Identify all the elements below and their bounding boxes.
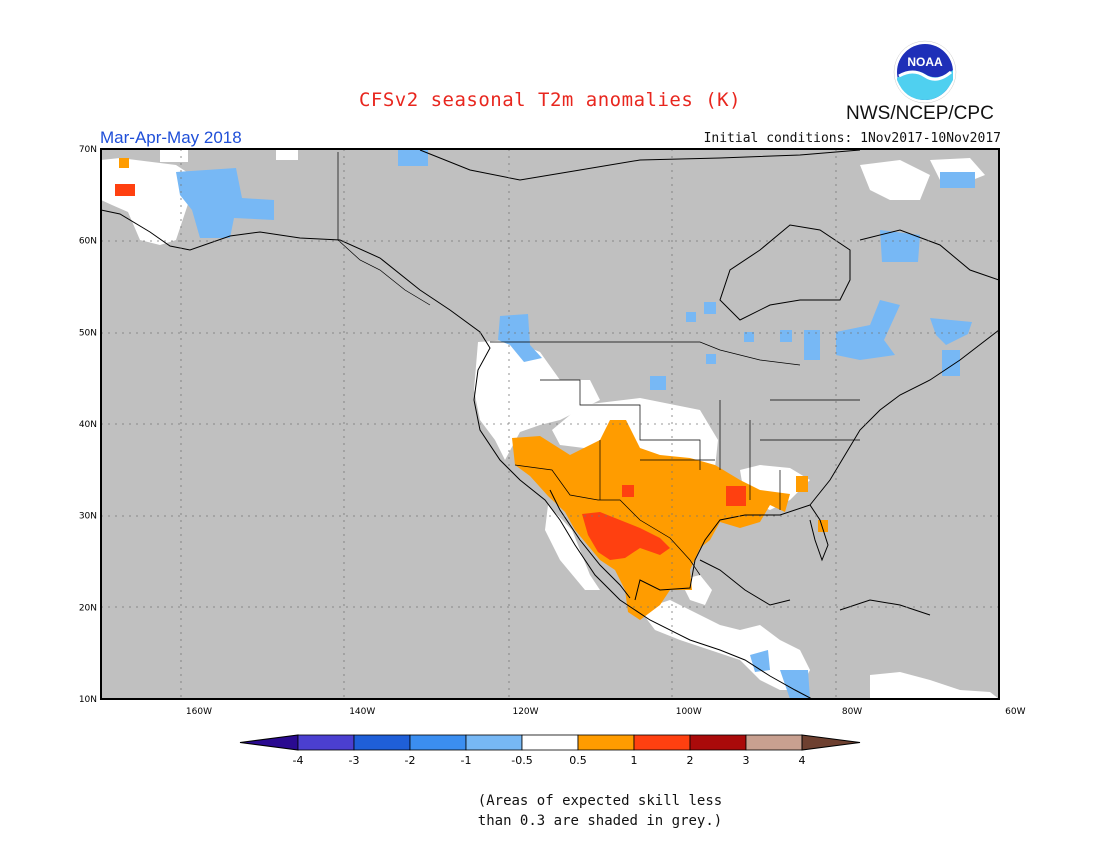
skill-note-line: (Areas of expected skill less — [477, 793, 723, 809]
longitude-tick-label: 120W — [512, 707, 538, 717]
strong-warm-anomaly-areas — [115, 184, 746, 560]
latitude-tick-label: 40N — [79, 420, 97, 430]
noaa-logo: NOAA — [893, 40, 957, 104]
forecast-period: Mar-Apr-May 2018 — [100, 128, 242, 147]
colorbar-swatch — [745, 734, 803, 751]
colorbar-swatch — [297, 734, 355, 751]
latitude-tick-label: 10N — [79, 695, 97, 705]
longitude-tick-label: 140W — [349, 707, 375, 717]
latitude-tick-label: 20N — [79, 603, 97, 613]
latitude-tick-label: 60N — [79, 237, 97, 247]
colorbar-swatch — [689, 734, 747, 751]
colorbar-tick-label: -0.5 — [511, 754, 532, 767]
colorbar-swatch — [353, 734, 411, 751]
colorbar-tick-label: 1 — [631, 754, 638, 767]
graticule — [101, 149, 999, 699]
colorbar-swatch — [577, 734, 635, 751]
colorbar-tick-label: -1 — [461, 754, 472, 767]
skill-note: (Areas of expected skill less than 0.3 a… — [470, 791, 730, 831]
colorbar-swatch — [521, 734, 579, 751]
longitude-tick-label: 80W — [842, 707, 862, 717]
colorbar-tick-label: -2 — [405, 754, 416, 767]
colorbar-tick-label: 0.5 — [569, 754, 587, 767]
colorbar-tick-label: 4 — [799, 754, 806, 767]
colorbar-swatch — [465, 734, 523, 751]
coastlines — [101, 149, 999, 699]
colorbar-swatch — [409, 734, 467, 751]
political-borders — [337, 152, 860, 576]
colorbar-tick-label: -4 — [293, 754, 304, 767]
colorbar-tick-label: -3 — [349, 754, 360, 767]
map-frame — [100, 148, 1000, 700]
initial-conditions: Initial conditions: 1Nov2017-10Nov2017 — [703, 131, 1001, 146]
noaa-logo-text: NOAA — [907, 55, 943, 69]
colorbar-swatch — [633, 734, 691, 751]
warm-anomaly-areas — [119, 158, 828, 620]
colorbar-tick-label: 2 — [687, 754, 694, 767]
map-title: CFSv2 seasonal T2m anomalies (K) — [358, 89, 742, 111]
longitude-tick-label: 100W — [676, 707, 702, 717]
latitude-tick-label: 30N — [79, 512, 97, 522]
latitude-labels: 70N 60N 50N 40N 30N 20N 10N — [79, 145, 97, 705]
skill-note-line: than 0.3 are shaded in grey.) — [477, 813, 723, 829]
colorbar-tick-label: 3 — [743, 754, 750, 767]
longitude-labels: 160W 140W 120W 100W 80W 60W — [186, 707, 1026, 717]
longitude-tick-label: 60W — [1005, 707, 1025, 717]
anomaly-shading — [101, 150, 999, 699]
longitude-tick-label: 160W — [186, 707, 212, 717]
latitude-tick-label: 50N — [79, 328, 97, 338]
latitude-tick-label: 70N — [79, 145, 97, 155]
colorbar-min-arrow — [239, 734, 299, 751]
organization-label: NWS/NCEP/CPC — [846, 103, 994, 124]
colorbar: -4 -3 -2 -1 -0.5 0.5 1 2 3 4 — [239, 734, 861, 767]
colorbar-max-arrow — [801, 734, 861, 751]
